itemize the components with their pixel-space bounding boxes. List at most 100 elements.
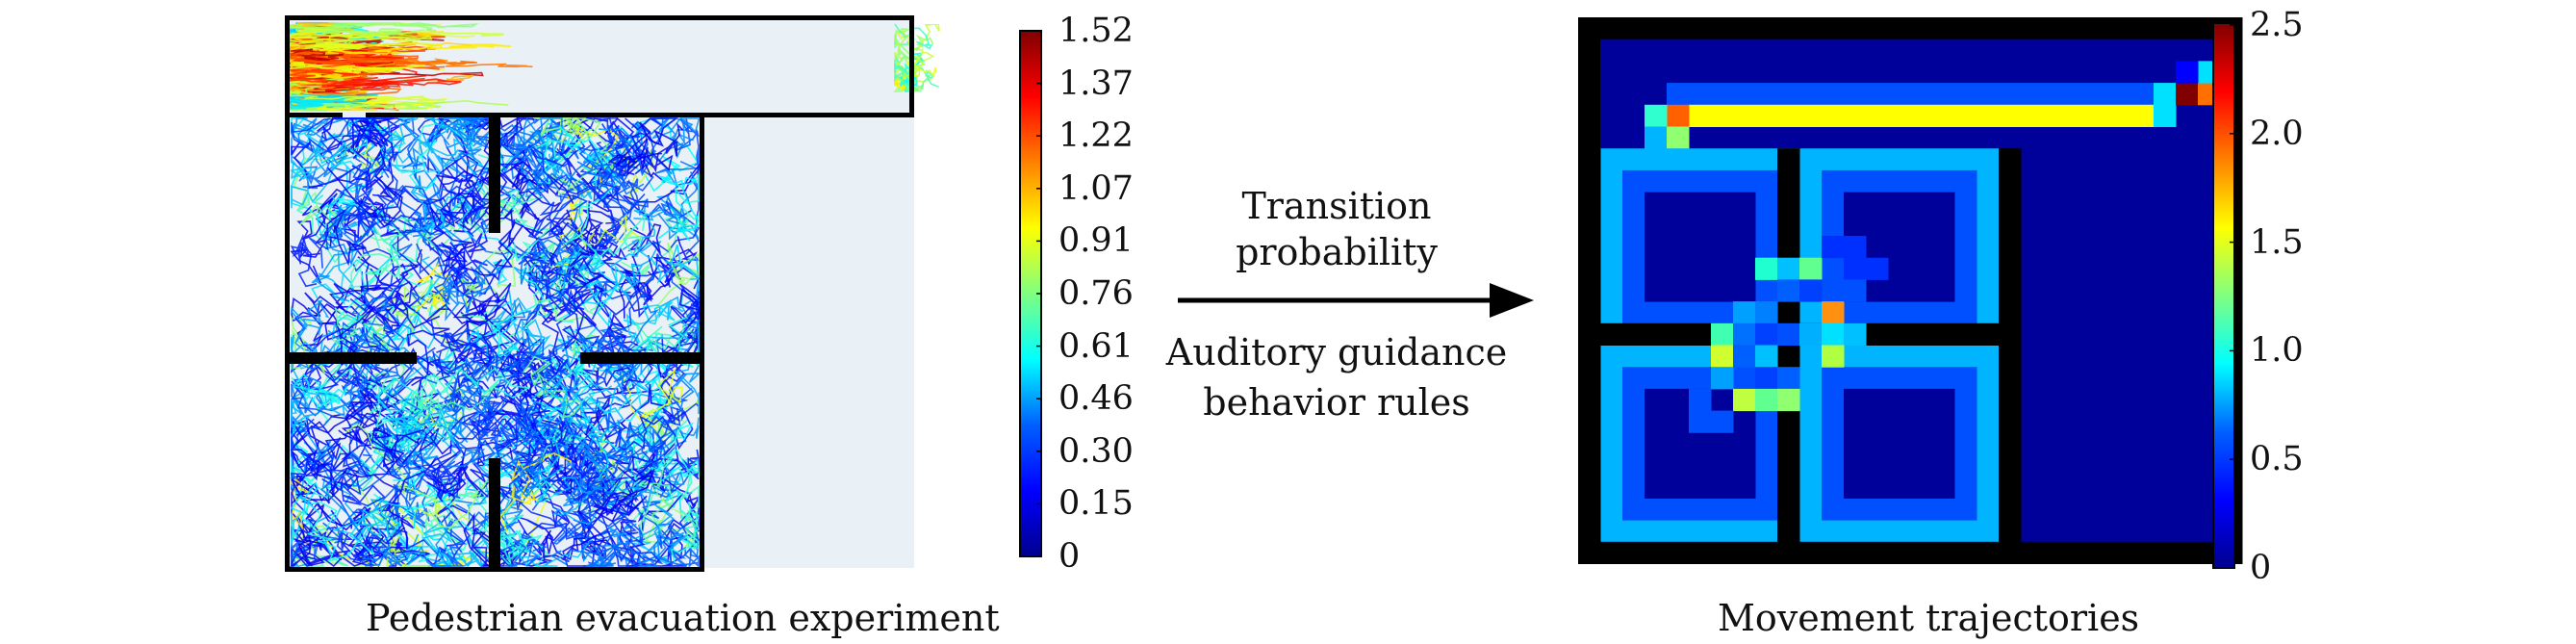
left-colorbar (1019, 30, 1042, 557)
trajectory-path (447, 478, 530, 531)
heatmap-cell (1822, 345, 1845, 368)
heatmap-cell (1844, 236, 1867, 259)
trajectory-path (912, 59, 936, 78)
colorbar-tick-label: 0.61 (1058, 326, 1134, 366)
trajectory-path (415, 329, 496, 385)
heatmap-cell (1711, 345, 1734, 368)
trajectory-path (621, 368, 684, 429)
trajectory-path (290, 481, 320, 545)
right-caption: Movement trajectories (1718, 597, 2140, 639)
trajectory-path (654, 417, 700, 500)
trajectory-path (291, 425, 360, 492)
trajectory-path (323, 425, 431, 487)
trajectory-path (495, 521, 548, 567)
heatmap-cell (1866, 257, 1889, 280)
trajectory-path (678, 472, 701, 553)
trajectory-path (384, 185, 474, 238)
trajectory-path (291, 377, 334, 437)
trajectory-plot (285, 15, 940, 572)
heatmap-cell (1689, 104, 2155, 127)
trajectory-path (573, 339, 602, 390)
trajectory-path (532, 374, 574, 480)
trajectory-path (291, 116, 372, 190)
trajectory-path (546, 412, 631, 507)
trajectory-path (291, 142, 361, 209)
trajectory-path (578, 123, 631, 178)
trajectory-path (500, 117, 542, 180)
heatmap-cell (1844, 279, 1867, 302)
trajectory-path (608, 121, 675, 168)
trajectory-path (331, 503, 387, 541)
trajectory-path (467, 402, 531, 451)
trajectory-path (525, 443, 578, 494)
trajectory-path (529, 276, 585, 321)
heatmap-cell (2021, 126, 2221, 543)
heatmap-cell (1689, 388, 1712, 412)
trajectory-path (522, 355, 584, 419)
heatmap-cell (1822, 301, 1845, 324)
trajectory-path (483, 380, 541, 450)
trajectory-path (617, 521, 660, 567)
transition-line-2: probability (1236, 231, 1438, 273)
heatmap-cell (1755, 301, 1778, 324)
trajectory-path (513, 253, 566, 307)
colorbar-tick-label: 0.76 (1058, 274, 1134, 313)
trajectory-path (915, 34, 934, 48)
trajectory-path (651, 116, 700, 148)
heatmap-cell (1799, 257, 1823, 280)
trajectory-path (609, 209, 656, 301)
trajectory-path (623, 301, 676, 344)
trajectory-path (577, 269, 650, 321)
trajectory-path (336, 515, 404, 563)
trajectory-path (348, 496, 417, 543)
heatmap-cell (1711, 367, 1734, 390)
colorbar-tick-label: 1.52 (1058, 12, 1134, 50)
trajectory-path (495, 395, 550, 441)
trajectory-path (566, 293, 660, 355)
trajectory-path (581, 541, 633, 567)
heatmap-cell (1755, 367, 1778, 390)
trajectory-path (290, 133, 336, 180)
trajectory-path (491, 351, 569, 388)
trajectory-path (579, 385, 643, 480)
trajectory-path (290, 78, 344, 98)
trajectory-path (345, 178, 391, 240)
trajectory-path (560, 256, 625, 327)
heatmap-cell (1755, 345, 1778, 368)
trajectory-path (633, 260, 701, 306)
trajectory-path (444, 395, 493, 468)
guidance-label: Auditory guidance behavior rules (1149, 327, 1524, 427)
trajectory-path (290, 48, 344, 62)
trajectory-path (565, 368, 632, 415)
trajectory-path (534, 170, 649, 217)
trajectory-path (594, 466, 653, 523)
trajectory-path (494, 403, 553, 464)
movement-heatmap (1578, 17, 2243, 564)
trajectory-path (528, 143, 629, 207)
trajectory-path (389, 401, 456, 446)
trajectory-path (454, 171, 574, 231)
colorbar-tick-label: 1.0 (2250, 331, 2304, 371)
trajectory-path (528, 401, 564, 505)
trajectory-path (384, 509, 471, 567)
heatmap-cell (1645, 104, 1668, 127)
trajectory-path (290, 317, 326, 375)
heatmap-cell (1711, 322, 1734, 346)
colorbar-tick-label: 0.30 (1058, 431, 1134, 471)
trajectory-path (638, 122, 684, 173)
colorbar-tick-label: 2.5 (2250, 6, 2304, 44)
trajectory-path (324, 43, 512, 55)
trajectory-path (290, 233, 318, 288)
heatmap-cell (1777, 257, 1800, 280)
heatmap-cell (2154, 104, 2177, 127)
trajectory-path (912, 27, 933, 50)
trajectory-path (530, 374, 621, 408)
heatmap-cell (1844, 388, 1955, 499)
trajectory-path (553, 213, 642, 268)
heatmap-cell (1999, 148, 2022, 543)
trajectory-path (304, 95, 448, 103)
heatmap-cell (1578, 148, 1601, 543)
heatmap-cell (1667, 126, 1690, 149)
heatmap-cell (1755, 322, 1778, 346)
